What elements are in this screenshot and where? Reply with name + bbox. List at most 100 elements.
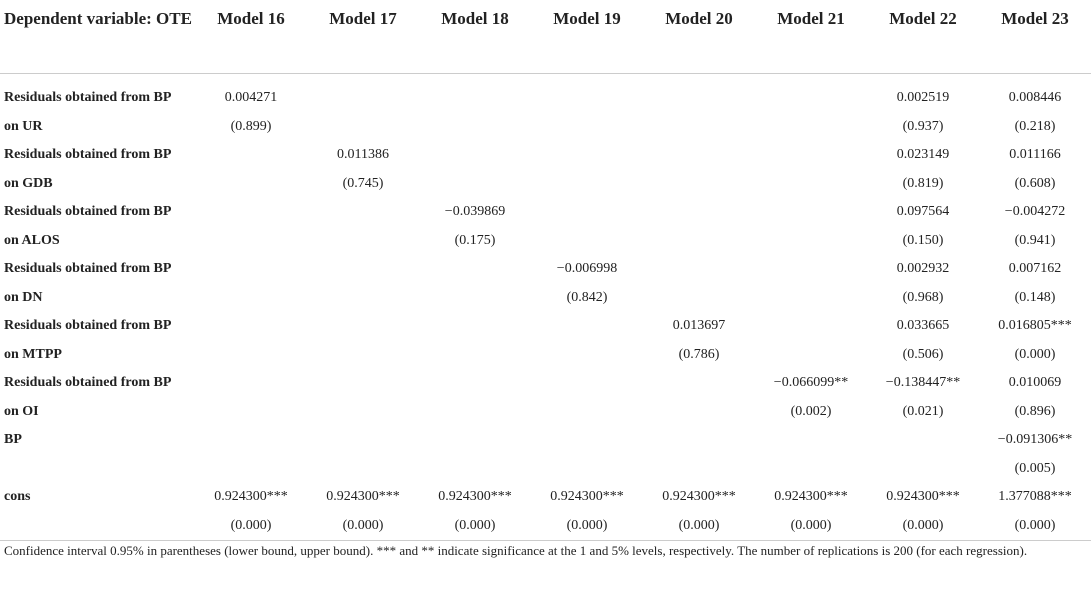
row-label: on GDB	[4, 175, 53, 191]
cell: (0.000)	[867, 511, 979, 541]
table-row: Residuals obtained from BP −0.066099** −0.…	[0, 369, 1091, 398]
cell: 0.010069	[1008, 375, 1062, 391]
cell	[755, 284, 867, 313]
cell	[419, 398, 531, 427]
cell: (0.021)	[902, 403, 944, 419]
cell	[643, 198, 755, 227]
cell	[419, 455, 531, 484]
cell	[643, 227, 755, 256]
cell	[195, 341, 307, 370]
cell: 0.004271	[224, 90, 278, 106]
cell: −0.004272	[1004, 204, 1066, 220]
table-row: Residuals obtained from BP 0.004271 0.0025…	[0, 74, 1091, 113]
cell	[643, 255, 755, 284]
cell: (0.745)	[342, 175, 384, 191]
cell: 0.011166	[1009, 147, 1061, 163]
cell: (0.175)	[454, 232, 496, 248]
cell	[867, 455, 979, 484]
cell: 0.924300***	[662, 489, 736, 505]
cell: 0.013697	[672, 318, 726, 334]
row-label: Residuals obtained from BP	[4, 261, 172, 277]
row-label: on DN	[4, 289, 43, 305]
cell: (0.000)	[195, 511, 307, 541]
cell: (0.000)	[979, 511, 1091, 541]
cell	[643, 369, 755, 398]
cell	[419, 312, 531, 341]
table-row: Residuals obtained from BP 0.013697 0.0336…	[0, 312, 1091, 341]
cell	[531, 198, 643, 227]
cell: −0.138447**	[885, 375, 961, 391]
cell	[195, 227, 307, 256]
table-row: (0.000) (0.000) (0.000) (0.000) (0.000) (0.00…	[0, 511, 1091, 541]
cell	[755, 426, 867, 455]
cell	[531, 426, 643, 455]
cell: 1.377088***	[998, 489, 1072, 505]
cell: (0.148)	[1014, 289, 1056, 305]
cell: 0.008446	[1008, 90, 1062, 106]
cell	[643, 284, 755, 313]
cell	[419, 341, 531, 370]
cell: (0.000)	[643, 511, 755, 541]
cell	[531, 398, 643, 427]
cell: 0.924300***	[550, 489, 624, 505]
cell	[307, 198, 419, 227]
cell: −0.066099**	[773, 375, 849, 391]
cell: 0.924300***	[886, 489, 960, 505]
cell: (0.000)	[1014, 346, 1056, 362]
cell	[531, 141, 643, 170]
cell: 0.097564	[896, 204, 950, 220]
cell	[643, 170, 755, 199]
cell	[643, 455, 755, 484]
cell	[531, 170, 643, 199]
cell	[419, 74, 531, 113]
cell	[307, 369, 419, 398]
cell	[531, 312, 643, 341]
table-row: on UR (0.899) (0.937) (0.218)	[0, 113, 1091, 142]
cell: (0.000)	[419, 511, 531, 541]
cell	[419, 284, 531, 313]
cell: 0.033665	[896, 318, 950, 334]
column-header: Model 18	[419, 0, 531, 74]
column-header: Model 19	[531, 0, 643, 74]
table-row: Residuals obtained from BP 0.011386 0.0231…	[0, 141, 1091, 170]
cell	[195, 284, 307, 313]
row-label: on UR	[4, 118, 43, 134]
cell: 0.023149	[896, 147, 950, 163]
cell: 0.924300***	[326, 489, 400, 505]
cell: 0.002519	[896, 90, 950, 106]
cell	[419, 170, 531, 199]
table-row: on MTPP (0.786) (0.506) (0.000)	[0, 341, 1091, 370]
cell	[195, 312, 307, 341]
cell	[531, 113, 643, 142]
cell	[755, 227, 867, 256]
results-table: Dependent variable: OTE Model 16 Model 17 M…	[0, 0, 1091, 541]
cell: (0.937)	[902, 118, 944, 134]
cell: (0.968)	[902, 289, 944, 305]
cell	[307, 398, 419, 427]
cell	[755, 170, 867, 199]
cell: (0.002)	[790, 403, 832, 419]
cell: (0.506)	[902, 346, 944, 362]
cell	[195, 426, 307, 455]
cell: (0.150)	[902, 232, 944, 248]
cell	[195, 198, 307, 227]
footnote: Confidence interval 0.95% in parentheses…	[4, 543, 1028, 558]
column-header: Model 16	[195, 0, 307, 74]
cell	[195, 170, 307, 199]
cell	[643, 74, 755, 113]
row-label: on MTPP	[4, 346, 62, 362]
cell: 0.011386	[337, 147, 389, 163]
cell	[307, 255, 419, 284]
cell	[531, 455, 643, 484]
row-label: Residuals obtained from BP	[4, 318, 172, 334]
cell: (0.218)	[1014, 118, 1056, 134]
cell	[307, 312, 419, 341]
column-header: Model 20	[643, 0, 755, 74]
cell	[307, 455, 419, 484]
row-label: BP	[4, 432, 22, 448]
cell	[531, 369, 643, 398]
cell	[195, 369, 307, 398]
table-row: on DN (0.842) (0.968) (0.148)	[0, 284, 1091, 313]
header-label: Dependent variable: OTE	[0, 0, 195, 74]
